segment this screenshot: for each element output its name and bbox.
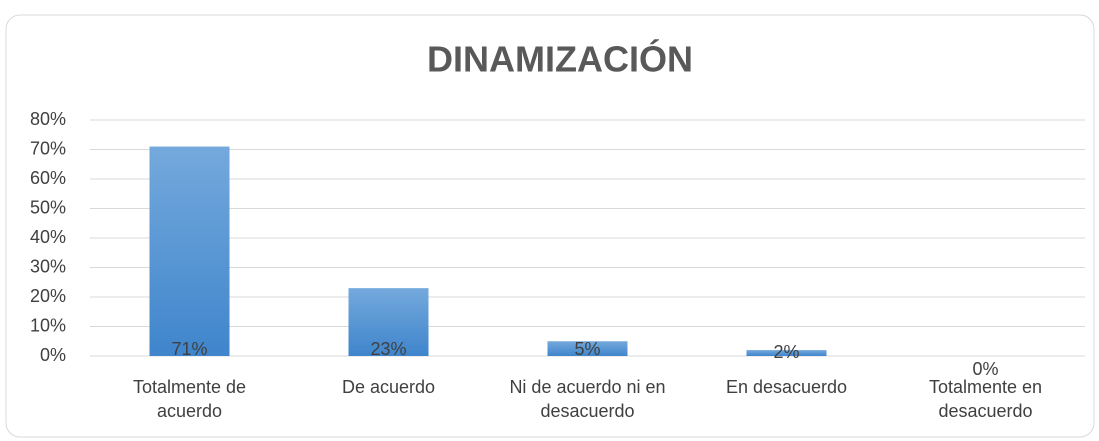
bar	[348, 288, 429, 356]
y-tick-label: 40%	[30, 227, 66, 247]
chart-title: DINAMIZACIÓN	[427, 38, 693, 80]
data-label: 5%	[574, 339, 600, 359]
y-tick-label: 60%	[30, 168, 66, 188]
x-tick-label: Ni de acuerdo ni en desacuerdo	[509, 377, 666, 421]
data-label: 2%	[773, 342, 799, 362]
data-label: 0%	[972, 359, 998, 379]
y-tick-label: 80%	[30, 109, 66, 129]
x-tick-label: Totalmente de acuerdo	[132, 377, 247, 421]
x-tick-label: De acuerdo	[341, 377, 436, 397]
y-tick-label: 30%	[30, 256, 66, 276]
y-tick-label: 0%	[40, 345, 66, 365]
y-tick-label: 70%	[30, 138, 66, 158]
y-tick-label: 20%	[30, 286, 66, 306]
data-label: 71%	[171, 339, 207, 359]
y-tick-label: 50%	[30, 197, 66, 217]
x-tick-label: En desacuerdo	[725, 377, 848, 397]
bar	[149, 146, 230, 356]
x-tick-label: Totalmente en desacuerdo	[928, 377, 1043, 421]
bar	[746, 350, 827, 356]
y-tick-label: 10%	[30, 315, 66, 335]
bar	[547, 341, 628, 356]
data-label: 23%	[370, 339, 406, 359]
